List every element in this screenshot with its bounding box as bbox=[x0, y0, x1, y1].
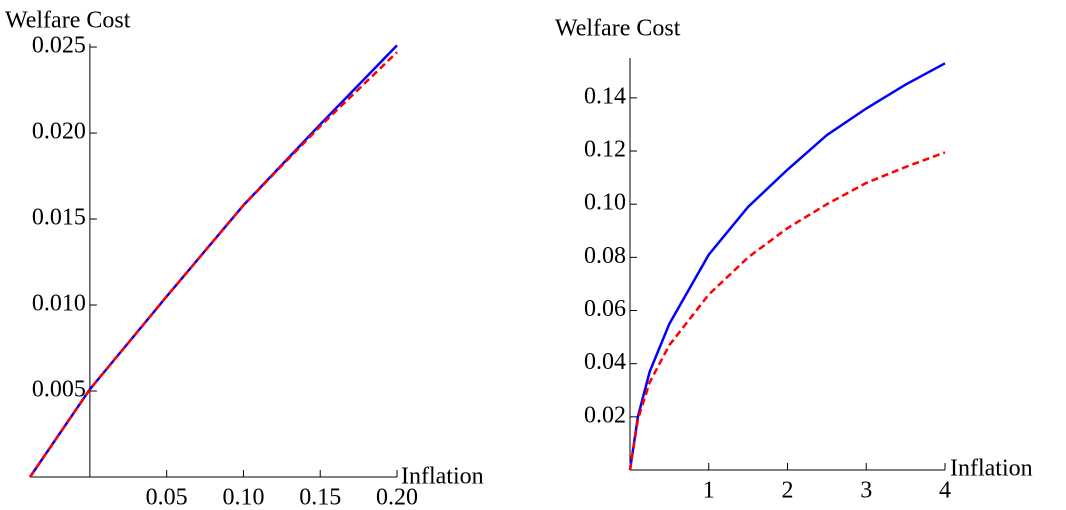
y-tick-label: 0.14 bbox=[584, 83, 626, 109]
y-axis-label: Welfare Cost bbox=[555, 16, 681, 42]
y-axis-label: Welfare Cost bbox=[5, 8, 131, 34]
series-line bbox=[28, 44, 398, 478]
x-tick-label: 2 bbox=[782, 478, 794, 504]
y-tick-label: 0.02 bbox=[584, 402, 626, 428]
y-tick-label: 0.020 bbox=[32, 119, 86, 145]
y-tick-label: 0.025 bbox=[32, 33, 86, 59]
y-tick-label: 0.08 bbox=[584, 243, 626, 269]
x-tick-label: 4 bbox=[939, 478, 951, 504]
x-axis-label: Inflation bbox=[950, 456, 1033, 482]
x-axis-label: Inflation bbox=[401, 464, 484, 490]
x-tick-label: 0.20 bbox=[376, 485, 418, 510]
y-tick-label: 0.005 bbox=[32, 377, 86, 403]
y-tick-label: 0.015 bbox=[32, 205, 86, 231]
y-tick-label: 0.12 bbox=[584, 137, 626, 163]
x-tick-label: 1 bbox=[703, 478, 715, 504]
series-line bbox=[628, 62, 946, 471]
y-tick-label: 0.06 bbox=[584, 296, 626, 322]
x-tick-label: 0.05 bbox=[146, 485, 188, 510]
series-line bbox=[28, 51, 398, 478]
y-tick-label: 0.010 bbox=[32, 291, 86, 317]
x-tick-label: 3 bbox=[860, 478, 872, 504]
x-tick-label: 0.10 bbox=[222, 485, 264, 510]
x-tick-label: 0.15 bbox=[299, 485, 341, 510]
y-tick-label: 0.04 bbox=[584, 349, 626, 375]
series-line bbox=[628, 151, 946, 471]
y-tick-label: 0.10 bbox=[584, 190, 626, 216]
